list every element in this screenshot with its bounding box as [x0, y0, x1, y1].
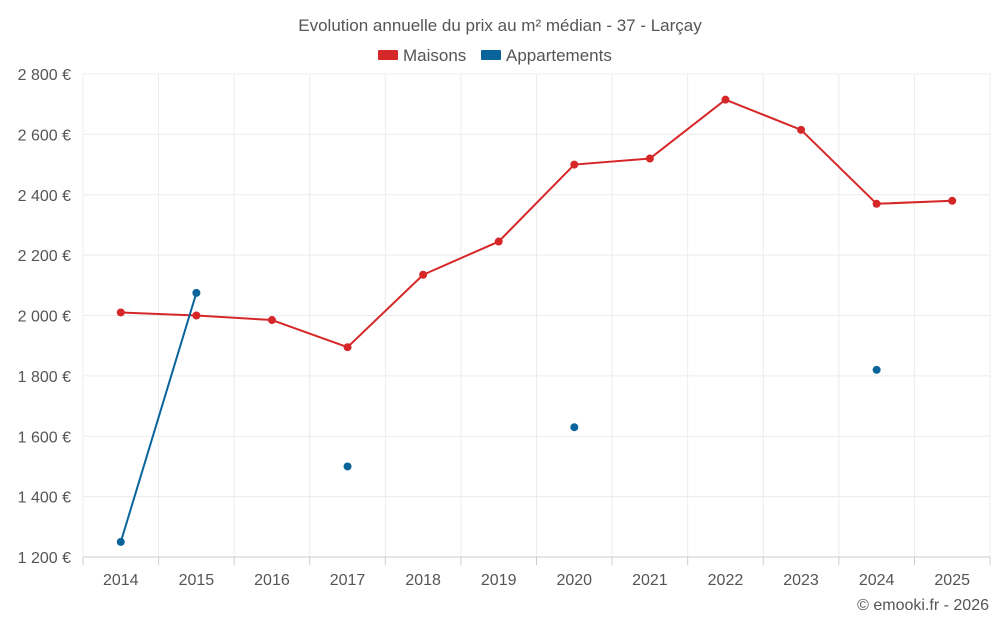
series-line-appartements — [119, 292, 198, 543]
data-point-maisons-2023[interactable] — [797, 125, 806, 134]
series-line-maisons — [120, 98, 953, 349]
y-tick-label: 1 600 € — [18, 429, 71, 446]
y-tick-label: 2 600 € — [18, 127, 71, 144]
x-tick-label: 2018 — [405, 572, 441, 589]
data-point-appartements-2024[interactable] — [872, 365, 881, 374]
data-point-maisons-2022[interactable] — [721, 95, 730, 104]
x-tick-label: 2019 — [481, 572, 517, 589]
data-point-appartements-2014[interactable] — [116, 537, 125, 546]
x-tick-label: 2015 — [179, 572, 215, 589]
legend: Maisons Appartements — [378, 46, 612, 65]
y-tick-label: 2 200 € — [18, 248, 71, 265]
data-point-maisons-2019[interactable] — [494, 237, 503, 246]
x-axis: 2014 2015 2016 2017 2018 2019 2020 2021 2022 2023… — [82, 557, 991, 589]
data-point-appartements-2015[interactable] — [192, 288, 201, 297]
data-point-maisons-2021[interactable] — [645, 154, 654, 163]
data-point-maisons-2024[interactable] — [872, 199, 881, 208]
legend-label-maisons: Maisons — [403, 46, 466, 65]
x-tick-label: 2020 — [556, 572, 592, 589]
y-tick-label: 2 400 € — [18, 188, 71, 205]
x-tick-label: 2022 — [708, 572, 744, 589]
legend-label-appartements: Appartements — [506, 46, 612, 65]
data-point-maisons-2020[interactable] — [570, 160, 579, 169]
series-appartements — [116, 288, 881, 546]
data-point-maisons-2017[interactable] — [343, 343, 352, 352]
y-tick-label: 2 000 € — [18, 309, 71, 326]
legend-swatch-maisons — [378, 50, 398, 60]
series-layer — [116, 95, 957, 546]
series-maisons — [116, 95, 957, 352]
x-tick-label: 2021 — [632, 572, 668, 589]
data-point-maisons-2015[interactable] — [192, 311, 201, 320]
x-tick-label: 2024 — [859, 572, 895, 589]
y-tick-label: 2 800 € — [18, 67, 71, 84]
y-tick-label: 1 400 € — [18, 490, 71, 507]
legend-item-appartements[interactable]: Appartements — [481, 46, 612, 65]
legend-swatch-appartements — [481, 50, 501, 60]
chart-title: Evolution annuelle du prix au m² médian … — [298, 16, 702, 35]
legend-item-maisons[interactable]: Maisons — [378, 46, 466, 65]
y-tick-label: 1 200 € — [18, 550, 71, 567]
y-axis: 1 200 € 1 400 € 1 600 € 1 800 € 2 000 € 2 200… — [18, 67, 71, 567]
data-point-maisons-2014[interactable] — [116, 308, 125, 317]
data-point-maisons-2025[interactable] — [948, 196, 957, 205]
y-tick-label: 1 800 € — [18, 369, 71, 386]
grid — [82, 73, 991, 558]
data-point-maisons-2016[interactable] — [267, 316, 276, 325]
credit-text: © emooki.fr - 2026 — [857, 597, 989, 614]
data-point-appartements-2017[interactable] — [343, 462, 352, 471]
x-tick-label: 2025 — [934, 572, 970, 589]
data-point-maisons-2018[interactable] — [419, 270, 428, 279]
data-point-appartements-2020[interactable] — [570, 423, 579, 432]
x-tick-label: 2017 — [330, 572, 366, 589]
x-tick-label: 2014 — [103, 572, 139, 589]
x-tick-label: 2016 — [254, 572, 290, 589]
x-tick-label: 2023 — [783, 572, 819, 589]
